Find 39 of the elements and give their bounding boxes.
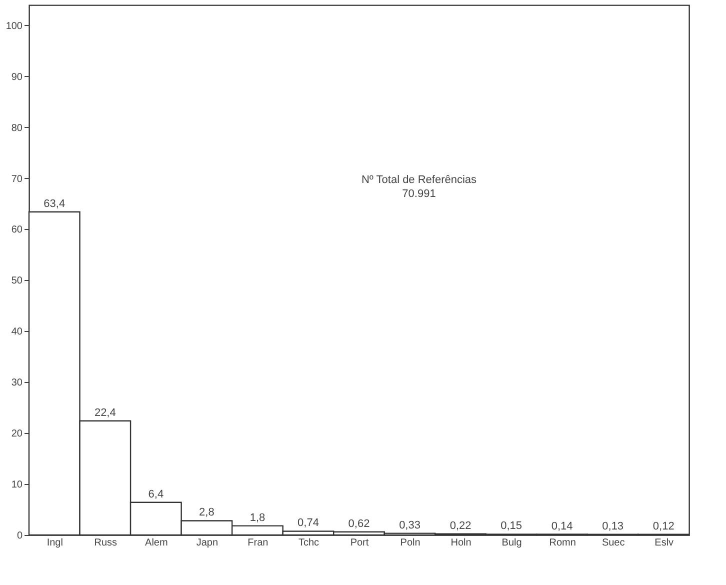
y-tick-label: 90 bbox=[11, 72, 23, 83]
x-tick-label: Fran bbox=[248, 538, 268, 548]
y-tick-label: 100 bbox=[6, 20, 23, 32]
data-label: 1,8 bbox=[250, 512, 266, 524]
y-tick-label: 70 bbox=[11, 174, 23, 185]
x-tick-label: Japn bbox=[196, 538, 218, 548]
data-label: 0,13 bbox=[602, 520, 624, 532]
y-tick-label: 0 bbox=[16, 530, 23, 542]
data-label: 6,4 bbox=[148, 488, 164, 500]
x-tick-label: Tchc bbox=[298, 538, 320, 548]
y-tick-label: 20 bbox=[11, 428, 23, 440]
y-tick-label: 80 bbox=[11, 122, 23, 134]
annotation: 70.991 bbox=[402, 188, 436, 200]
data-label: 22,4 bbox=[94, 406, 116, 419]
data-label: 2,8 bbox=[199, 506, 214, 519]
y-tick-label: 50 bbox=[11, 276, 23, 287]
x-tick-label: Alem bbox=[145, 538, 168, 548]
x-tick-label: Bulg bbox=[502, 538, 522, 548]
x-tick-label: Poln bbox=[400, 538, 420, 548]
data-label: 0,15 bbox=[500, 520, 522, 532]
x-tick-label: Port bbox=[350, 538, 369, 548]
x-tick-label: Suec bbox=[602, 538, 625, 548]
data-label: 0,14 bbox=[551, 520, 573, 532]
x-tick-label: Russ bbox=[94, 538, 118, 548]
y-tick-label: 60 bbox=[11, 224, 23, 236]
annotation: Nº Total de Referências bbox=[361, 174, 478, 186]
x-tick-label: Eslv bbox=[654, 538, 674, 548]
y-tick-label: 40 bbox=[11, 326, 23, 338]
data-label: 0,74 bbox=[298, 517, 319, 530]
x-tick-label: Ingl bbox=[46, 538, 63, 548]
data-label: 0,12 bbox=[652, 520, 674, 532]
y-tick-label: 10 bbox=[11, 480, 23, 491]
y-tick-label: 30 bbox=[11, 378, 23, 389]
x-tick-label: Holn bbox=[450, 538, 472, 548]
data-label: 0,22 bbox=[450, 520, 472, 532]
data-label: 63,4 bbox=[44, 198, 66, 210]
data-label: 0,62 bbox=[348, 518, 370, 530]
x-tick-label: Romn bbox=[549, 538, 576, 548]
data-label: 0,33 bbox=[399, 519, 420, 532]
